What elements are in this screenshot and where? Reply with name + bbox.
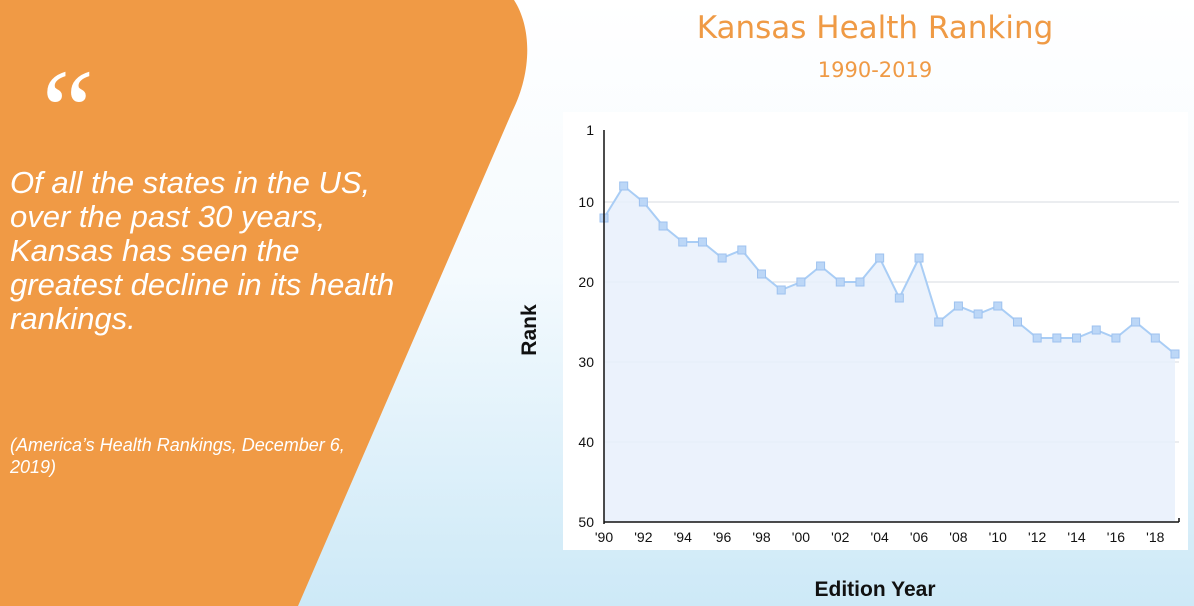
x-tick-label: '94 [674,529,692,545]
x-tick-label: '14 [1067,529,1085,545]
x-tick-label: '00 [792,529,810,545]
data-point [993,301,1003,311]
x-tick-label: '16 [1107,529,1125,545]
data-point [697,237,707,247]
x-axis-label: Edition Year [814,578,936,601]
data-point [1052,333,1062,343]
data-point [835,277,845,287]
x-tick-label: '18 [1146,529,1164,545]
area-fill [604,186,1175,522]
y-tick-label: 20 [578,274,594,290]
y-tick-label: 30 [578,354,594,370]
x-tick-label: '12 [1028,529,1046,545]
chart-subtitle: 1990-2019 [817,58,933,82]
x-tick-label: '10 [989,529,1007,545]
y-tick-label: 1 [586,122,594,138]
x-tick-label: '02 [831,529,849,545]
data-point [1131,317,1141,327]
data-point [855,277,865,287]
data-point [875,253,885,263]
data-point [658,221,668,231]
data-point [1091,325,1101,335]
data-point [1111,333,1121,343]
data-point [894,293,904,303]
y-axis-label: Rank [518,304,541,356]
x-tick-labels: '90 '92 '94 '96 '98 '00 '02 '04 '06 '08 '10 '12 '14 '… [595,529,1165,545]
quote-mark-icon: “ [30,45,96,176]
data-point [934,317,944,327]
data-point [737,245,747,255]
x-tick-label: '04 [871,529,889,545]
x-tick-label: '06 [910,529,928,545]
data-point [914,253,924,263]
data-point [1012,317,1022,327]
x-tick-label: '08 [949,529,967,545]
x-tick-label: '98 [752,529,770,545]
data-point [776,285,786,295]
data-point [816,261,826,271]
x-tick-label: '96 [713,529,731,545]
data-point [1072,333,1082,343]
y-tick-label: 50 [578,514,594,530]
y-tick-label: 10 [578,194,594,210]
data-point [1032,333,1042,343]
data-point [973,309,983,319]
x-tick-label: '90 [595,529,613,545]
y-tick-labels: 1 10 20 30 40 50 [578,122,594,530]
data-point [619,181,629,191]
data-point [1150,333,1160,343]
chart-title: Kansas Health Ranking [696,10,1054,46]
data-point [796,277,806,287]
data-point [717,253,727,263]
data-point [757,269,767,279]
data-point [1170,349,1180,359]
axes [603,130,1180,524]
data-point [953,301,963,311]
quote-text: Of all the states in the US, over the pa… [10,165,395,336]
x-tick-label: '92 [634,529,652,545]
data-markers [599,181,1180,359]
quote-source: (America’s Health Rankings, December 6, … [10,435,345,477]
data-point [678,237,688,247]
y-tick-label: 40 [578,434,594,450]
data-point [638,197,648,207]
